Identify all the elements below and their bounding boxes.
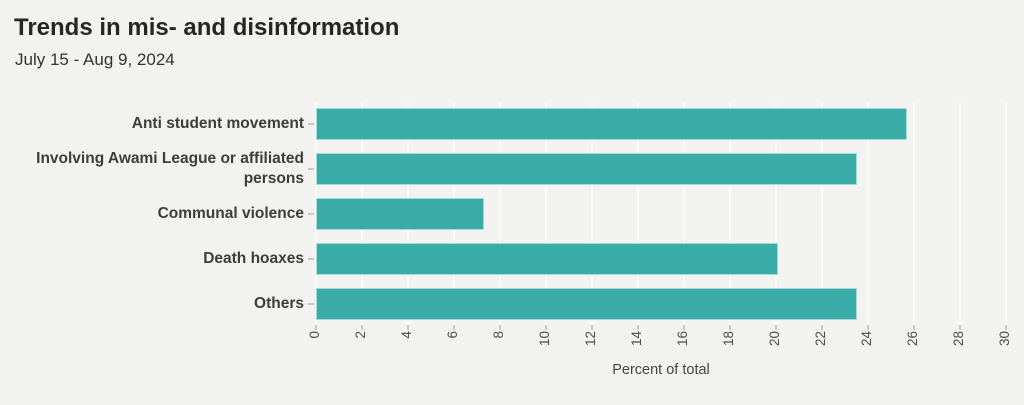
y-tick-mark [308, 303, 314, 305]
x-tick-mark [683, 325, 685, 330]
x-axis-label: Percent of total [612, 362, 710, 378]
x-tick-label: 0 [307, 331, 322, 339]
bar [316, 243, 779, 275]
y-tick-mark [308, 168, 314, 170]
y-tick-mark [308, 213, 314, 215]
x-tick-mark [591, 325, 593, 330]
chart-title: Trends in mis- and disinformation [14, 14, 400, 41]
x-tick-mark [407, 325, 409, 330]
x-tick-mark [637, 325, 639, 330]
gridline [591, 102, 593, 325]
category-label: Others [254, 295, 304, 312]
gridline [959, 102, 961, 325]
category-label: Anti student movement [131, 115, 304, 132]
x-tick-mark [775, 325, 777, 330]
bar [316, 198, 484, 230]
x-tick-label: 24 [859, 331, 874, 347]
gridline [545, 102, 547, 325]
chart-subtitle: July 15 - Aug 9, 2024 [15, 50, 175, 69]
x-tick-label: 16 [675, 331, 690, 347]
x-tick-mark [315, 325, 317, 330]
gridline [821, 102, 823, 325]
x-tick-label: 2 [353, 331, 368, 339]
category-label: Involving Awami League or affiliated per… [36, 150, 304, 187]
x-tick-label: 22 [813, 331, 828, 347]
x-tick-label: 10 [537, 331, 552, 347]
gridline [499, 102, 501, 325]
x-tick-mark [1005, 325, 1007, 330]
bar [316, 108, 908, 140]
gridline [775, 102, 777, 325]
x-tick-mark [821, 325, 823, 330]
gridline [913, 102, 915, 325]
category-label: Death hoaxes [203, 250, 304, 267]
x-tick-mark [361, 325, 363, 330]
y-tick-mark [308, 258, 314, 260]
x-tick-label: 18 [721, 331, 736, 347]
category-label: Communal violence [157, 205, 304, 222]
x-tick-label: 8 [491, 331, 506, 339]
gridline [729, 102, 731, 325]
x-tick-mark [499, 325, 501, 330]
x-tick-label: 26 [905, 331, 920, 347]
bar [316, 288, 857, 320]
x-tick-mark [867, 325, 869, 330]
x-tick-label: 28 [951, 331, 966, 347]
x-tick-label: 12 [583, 331, 598, 347]
x-tick-mark [453, 325, 455, 330]
gridline [683, 102, 685, 325]
x-tick-label: 20 [767, 331, 782, 347]
gridline [867, 102, 869, 325]
x-tick-mark [729, 325, 731, 330]
x-tick-mark [913, 325, 915, 330]
gridline [637, 102, 639, 325]
y-tick-mark [308, 123, 314, 125]
x-tick-label: 14 [629, 331, 644, 347]
x-tick-label: 4 [399, 331, 414, 339]
x-tick-label: 6 [445, 331, 460, 339]
x-tick-label: 30 [997, 331, 1012, 347]
x-tick-mark [959, 325, 961, 330]
bar [316, 153, 857, 185]
gridline [1005, 102, 1007, 325]
x-tick-mark [545, 325, 547, 330]
